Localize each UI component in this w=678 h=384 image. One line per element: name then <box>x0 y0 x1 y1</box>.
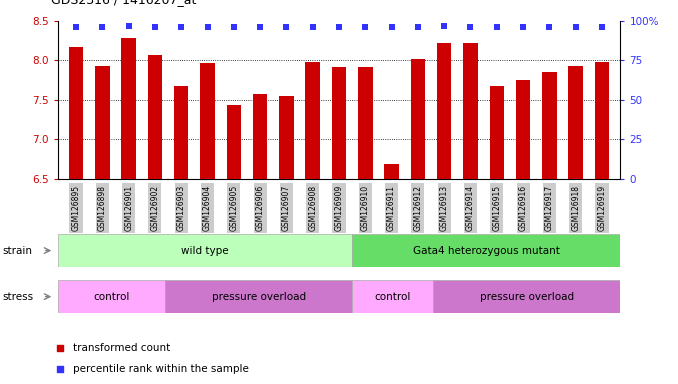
Point <box>307 24 318 30</box>
Point <box>439 23 450 29</box>
Point <box>465 24 476 30</box>
Bar <box>121 38 136 179</box>
Bar <box>463 43 478 179</box>
Text: strain: strain <box>2 245 32 256</box>
Bar <box>226 104 241 179</box>
Bar <box>148 55 162 179</box>
Point <box>228 24 239 30</box>
Bar <box>568 66 583 179</box>
Bar <box>595 62 610 179</box>
Point <box>517 24 528 30</box>
Point <box>150 24 161 30</box>
Bar <box>353 280 433 313</box>
Bar <box>279 96 294 179</box>
Point <box>597 24 607 30</box>
Point <box>360 24 371 30</box>
Bar <box>165 280 353 313</box>
Text: Gata4 heterozygous mutant: Gata4 heterozygous mutant <box>413 245 560 256</box>
Bar <box>332 67 346 179</box>
Text: control: control <box>374 291 411 302</box>
Point <box>544 24 555 30</box>
Bar <box>411 59 425 179</box>
Bar <box>437 43 452 179</box>
Text: stress: stress <box>2 291 33 302</box>
Text: wild type: wild type <box>181 245 229 256</box>
Bar <box>58 234 353 267</box>
Point <box>55 366 66 372</box>
Text: pressure overload: pressure overload <box>212 291 306 302</box>
Point <box>97 24 108 30</box>
Point <box>334 24 344 30</box>
Bar <box>433 280 620 313</box>
Text: percentile rank within the sample: percentile rank within the sample <box>73 364 248 374</box>
Text: GDS2316 / 1416207_at: GDS2316 / 1416207_at <box>51 0 196 6</box>
Bar <box>68 47 83 179</box>
Bar <box>174 86 188 179</box>
Bar <box>490 86 504 179</box>
Point <box>386 24 397 30</box>
Bar <box>358 67 372 179</box>
Bar <box>542 72 557 179</box>
Text: transformed count: transformed count <box>73 343 170 353</box>
Point <box>202 24 213 30</box>
Text: pressure overload: pressure overload <box>479 291 574 302</box>
Point <box>55 344 66 351</box>
Point <box>123 23 134 29</box>
Point <box>176 24 186 30</box>
Point <box>281 24 292 30</box>
Bar <box>58 280 165 313</box>
Point <box>570 24 581 30</box>
Bar <box>306 62 320 179</box>
Bar <box>384 164 399 179</box>
Point <box>412 24 423 30</box>
Bar <box>253 94 267 179</box>
Bar <box>95 66 110 179</box>
Point <box>255 24 266 30</box>
Bar <box>353 234 620 267</box>
Text: control: control <box>93 291 129 302</box>
Bar <box>516 80 530 179</box>
Bar <box>200 63 215 179</box>
Point <box>71 24 81 30</box>
Point <box>492 24 502 30</box>
